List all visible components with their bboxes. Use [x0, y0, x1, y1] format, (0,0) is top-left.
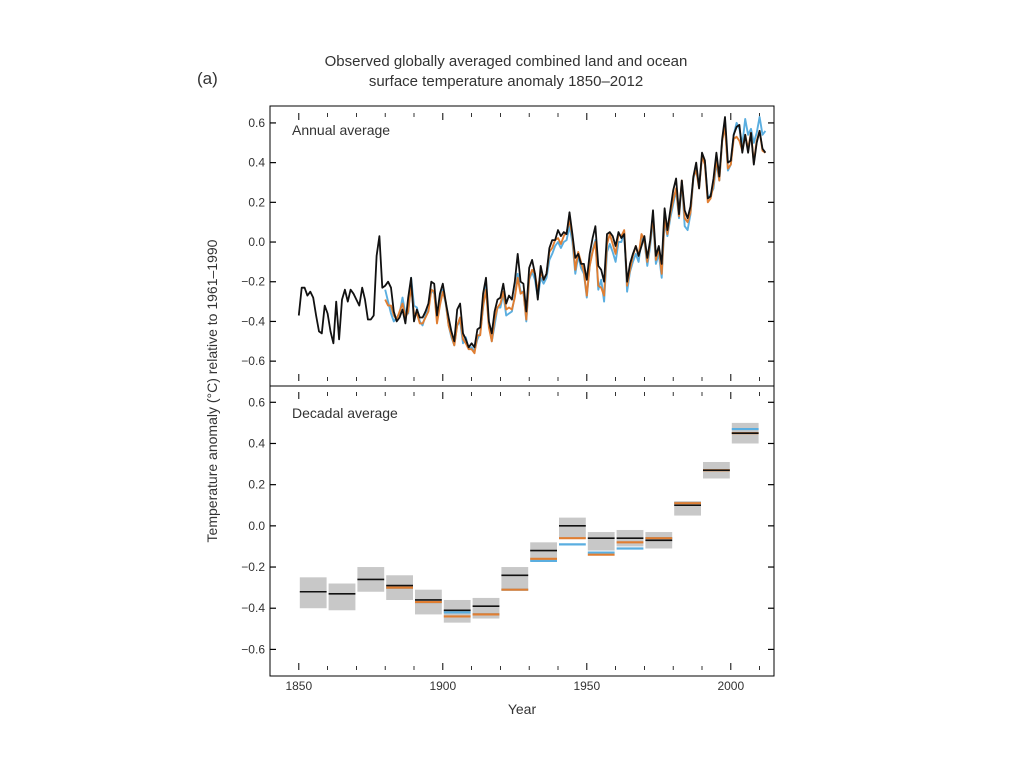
- annual-series-line-blue: [384, 116, 767, 353]
- annual-y-tick-label: 0.0: [248, 235, 265, 249]
- annual-panel-label: Annual average: [292, 122, 390, 138]
- x-axis-title: Year: [508, 701, 537, 717]
- annual-series-line-black: [297, 116, 767, 349]
- decadal-y-ticks: −0.6 −0.4 −0.2 0.0 0.2 0.4 0.6: [241, 395, 774, 656]
- decadal-x-tick-label: 1900: [429, 679, 456, 693]
- decadal-panel-label: Decadal average: [292, 405, 398, 421]
- chart-title-line-2: surface temperature anomaly 1850–2012: [369, 73, 643, 90]
- decadal-uncertainty-box: [501, 567, 529, 590]
- decadal-uncertainty-box: [587, 532, 615, 551]
- decadal-x-tick-label: 2000: [717, 679, 744, 693]
- decadal-uncertainty-box: [559, 517, 586, 539]
- decadal-boxes: [299, 422, 759, 623]
- decadal-x-tick-label: 1950: [573, 679, 600, 693]
- decadal-plot-frame: [269, 385, 775, 677]
- decadal-y-tick-label: 0.4: [248, 436, 265, 450]
- decadal-uncertainty-box: [328, 583, 356, 611]
- annual-y-tick-label: 0.6: [248, 116, 265, 130]
- annual-y-tick-label: −0.4: [241, 314, 265, 328]
- decadal-y-tick-label: −0.2: [241, 560, 265, 574]
- annual-y-ticks: −0.6 −0.4 −0.2 0.0 0.2 0.4 0.6: [241, 116, 774, 368]
- decadal-y-tick-label: 0.6: [248, 395, 265, 409]
- decadal-y-tick-label: 0.2: [248, 478, 265, 492]
- annual-plot-frame: [269, 105, 775, 387]
- decadal-x-tick-label: 1850: [285, 679, 312, 693]
- annual-series-lines: [297, 116, 767, 355]
- chart-title-line-1: Observed globally averaged combined land…: [325, 53, 688, 70]
- decadal-uncertainty-box: [299, 577, 327, 609]
- annual-y-tick-label: 0.4: [248, 156, 265, 170]
- decadal-panel: Decadal average −0.6 −0.4 −0.2 0.0 0.2 0.4 0.6…: [241, 385, 775, 693]
- annual-panel: Annual average −0.6 −0.4 −0.2 0.0 0.2 0.4 0.6: [241, 105, 775, 387]
- annual-y-tick-label: 0.2: [248, 195, 265, 209]
- annual-x-ticks: [298, 113, 760, 381]
- decadal-x-ticks: 1850 1900 1950 2000: [285, 392, 760, 693]
- y-axis-title: Temperature anomaly (°C) relative to 196…: [204, 239, 220, 542]
- annual-y-tick-label: −0.6: [241, 354, 265, 368]
- decadal-uncertainty-box: [530, 542, 557, 561]
- decadal-y-tick-label: −0.6: [241, 642, 265, 656]
- decadal-y-tick-label: 0.0: [248, 519, 265, 533]
- decadal-y-tick-label: −0.4: [241, 601, 265, 615]
- annual-series-line-orange: [384, 125, 766, 355]
- annual-y-tick-label: −0.2: [241, 275, 265, 289]
- panel-letter: (a): [197, 69, 218, 88]
